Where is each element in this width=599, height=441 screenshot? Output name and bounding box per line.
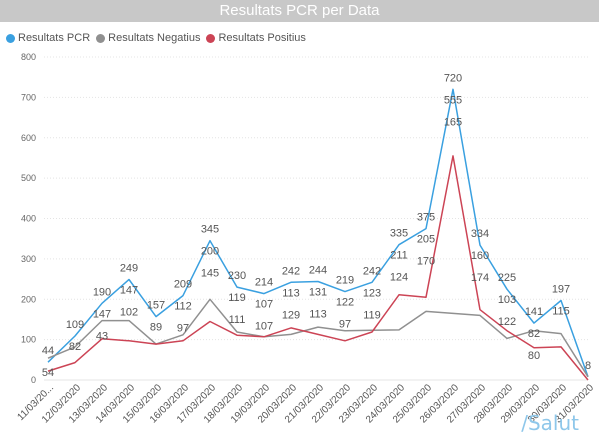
data-label: 109 — [66, 319, 84, 331]
legend-dot-icon — [96, 33, 106, 43]
data-label: 225 — [498, 272, 516, 284]
legend-label-positius: Resultats Positius — [218, 32, 306, 44]
data-label: 209 — [174, 279, 192, 291]
data-label: 129 — [282, 309, 300, 321]
legend-dot-icon — [206, 33, 216, 43]
data-label: 174 — [471, 272, 489, 284]
data-label: 107 — [255, 321, 273, 333]
data-label: 124 — [390, 272, 408, 284]
data-label: 119 — [363, 309, 381, 321]
data-label: 113 — [309, 308, 327, 320]
data-label: 244 — [309, 264, 327, 276]
data-label: 102 — [120, 306, 138, 318]
data-label: 122 — [336, 297, 354, 309]
y-tick-label: 300 — [21, 254, 36, 264]
y-tick-label: 600 — [21, 133, 36, 143]
data-label: 115 — [552, 305, 570, 317]
salut-logo: /Salut — [521, 411, 579, 435]
data-label: 230 — [228, 270, 246, 282]
legend-dot-icon — [6, 33, 15, 43]
data-label: 211 — [390, 250, 408, 262]
y-tick-label: 100 — [21, 335, 36, 345]
data-label: 555 — [444, 94, 462, 106]
data-label: 242 — [363, 265, 381, 277]
legend-label-negatius: Resultats Negatius — [108, 32, 201, 44]
series-line-0 — [47, 88, 589, 378]
legend-item-negatius[interactable]: Resultats Negatius — [96, 32, 200, 44]
data-label: 113 — [282, 287, 300, 299]
data-label: 720 — [444, 72, 462, 84]
data-label: 80 — [528, 350, 540, 362]
y-tick-label: 800 — [21, 52, 36, 62]
y-tick-label: 500 — [21, 173, 36, 183]
data-label: 197 — [552, 283, 570, 295]
data-label: 141 — [525, 306, 543, 318]
data-label: 190 — [93, 286, 111, 298]
legend-item-pcr[interactable]: Resultats PCR — [6, 32, 90, 44]
data-label: 249 — [120, 262, 138, 274]
chart-title: Resultats PCR per Data — [0, 0, 599, 22]
data-label: 205 — [417, 234, 435, 246]
data-label: 345 — [201, 224, 219, 236]
data-label: 165 — [444, 116, 462, 128]
data-label: 214 — [255, 277, 273, 289]
y-tick-label: 200 — [21, 294, 36, 304]
data-label: 97 — [339, 319, 351, 331]
data-label: 334 — [471, 228, 489, 240]
data-label: 122 — [498, 316, 516, 328]
data-label: 131 — [309, 286, 327, 298]
data-label: 54 — [42, 367, 54, 379]
data-label: 103 — [498, 294, 516, 306]
data-label: 44 — [42, 345, 54, 357]
y-tick-label: 700 — [21, 92, 36, 102]
data-label: 200 — [201, 246, 219, 258]
data-label: 111 — [229, 314, 246, 326]
data-label: 107 — [255, 299, 273, 311]
data-label: 89 — [150, 322, 162, 334]
data-label: 43 — [96, 330, 108, 342]
data-label: 170 — [417, 256, 435, 268]
data-label: 335 — [390, 228, 408, 240]
data-label: 219 — [336, 275, 354, 287]
series-line-2 — [47, 155, 589, 381]
series-line-1 — [47, 298, 589, 378]
data-label: 160 — [471, 250, 489, 262]
data-label: 147 — [93, 308, 111, 320]
data-label: 119 — [228, 292, 246, 304]
data-label: 82 — [528, 328, 540, 340]
data-label: 112 — [174, 301, 192, 313]
data-label: 8 — [585, 360, 591, 372]
legend-label-pcr: Resultats PCR — [18, 32, 91, 44]
data-label: 82 — [69, 341, 81, 353]
y-tick-label: 0 — [31, 375, 36, 385]
data-label: 375 — [417, 212, 435, 224]
data-label: 242 — [282, 265, 300, 277]
legend-item-positius[interactable]: Resultats Positius — [206, 32, 306, 44]
data-label: 123 — [363, 287, 381, 299]
data-label: 157 — [147, 300, 165, 312]
data-label: 147 — [120, 284, 138, 296]
y-tick-label: 400 — [21, 214, 36, 224]
data-label: 145 — [201, 268, 219, 280]
data-label: 97 — [177, 323, 189, 335]
chart-legend: Resultats PCR Resultats Negatius Resulta… — [6, 30, 312, 46]
